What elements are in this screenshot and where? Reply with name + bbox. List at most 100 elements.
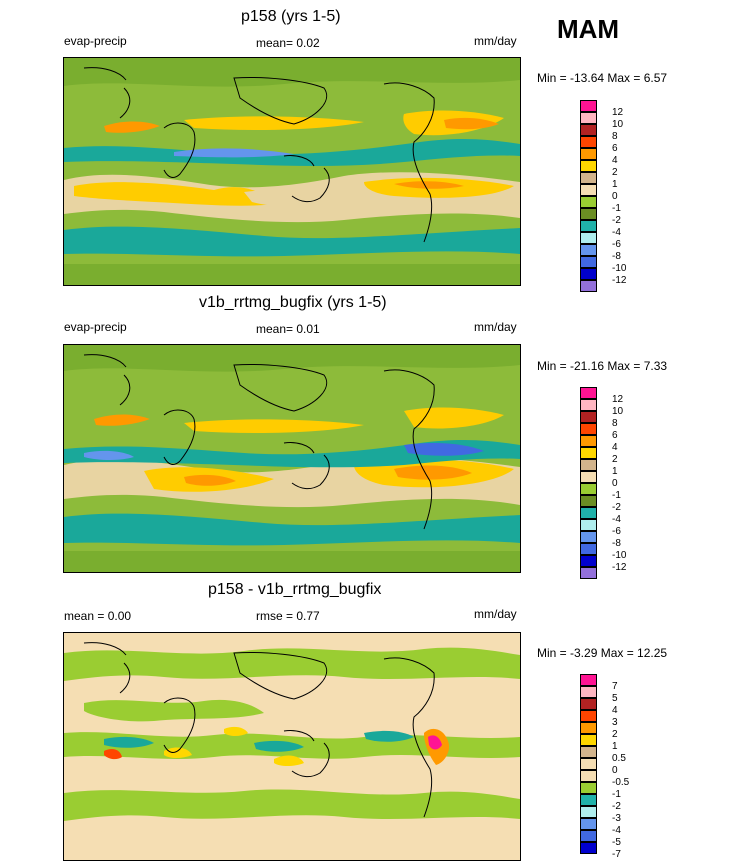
panel-2-legend-swatch [580, 423, 597, 435]
panel-1-legend-swatch [580, 148, 597, 160]
panel-2-legend-label: -4 [612, 514, 621, 525]
panel-3-legend-label: 3 [612, 717, 618, 728]
panel-3-map [63, 632, 521, 861]
panel-2-legend-label: 4 [612, 442, 618, 453]
panel-3-legend-label: 2 [612, 729, 618, 740]
panel-3-legend-label: 5 [612, 693, 618, 704]
panel-3-legend-swatch [580, 842, 597, 854]
panel-2-legend-swatch [580, 399, 597, 411]
panel-3-legend-swatch [580, 806, 597, 818]
panel-3-legend-label: -0.5 [612, 777, 630, 788]
panel-3-legend-swatch [580, 686, 597, 698]
panel-2-legend-swatch [580, 543, 597, 555]
panel-3-legend-swatch [580, 734, 597, 746]
panel-1-legend-label: -10 [612, 263, 627, 274]
panel-2-legend-label: 10 [612, 406, 624, 417]
panel-3-legend-swatch [580, 698, 597, 710]
panel-3-legend-swatch [580, 710, 597, 722]
panel-1-legend-label: 12 [612, 107, 624, 118]
panel-1-variable-label: evap-precip [64, 34, 127, 48]
panel-3-legend-swatch [580, 746, 597, 758]
panel-1-legend-label: 10 [612, 119, 624, 130]
panel-1-legend-swatch [580, 256, 597, 268]
panel-1-map [63, 57, 521, 286]
panel-3-units-label: mm/day [474, 607, 517, 621]
panel-2-units-label: mm/day [474, 320, 517, 334]
panel-1-legend-swatch [580, 208, 597, 220]
panel-3-legend-label: 4 [612, 705, 618, 716]
panel-1-legend-label: 2 [612, 167, 618, 178]
panel-3-legend-swatch [580, 674, 597, 686]
panel-2-legend-swatch [580, 555, 597, 567]
panel-1-legend-swatch [580, 172, 597, 184]
panel-3-legend-swatch [580, 770, 597, 782]
panel-1-mean-label: mean= 0.02 [256, 36, 320, 50]
panel-1-legend-swatch [580, 112, 597, 124]
panel-2-legend-label: -6 [612, 526, 621, 537]
panel-1-legend-swatch [580, 268, 597, 280]
panel-3-legend-swatch [580, 794, 597, 806]
panel-2-map [63, 344, 521, 573]
panel-2-variable-label: evap-precip [64, 320, 127, 334]
panel-2-legend-swatch [580, 459, 597, 471]
panel-3-legend-label: -7 [612, 849, 621, 860]
panel-2-minmax: Min = -21.16 Max = 7.33 [537, 359, 668, 373]
panel-3-legend-swatch [580, 782, 597, 794]
panel-2-legend-swatch [580, 471, 597, 483]
panel-2-legend-label: -8 [612, 538, 621, 549]
panel-3-legend-label: 1 [612, 741, 618, 752]
panel-3-legend-label: -4 [612, 825, 621, 836]
panel-2-mean-label: mean= 0.01 [256, 322, 320, 336]
panel-3-legend-swatch [580, 758, 597, 770]
panel-1-minmax: Min = -13.64 Max = 6.57 [537, 71, 668, 85]
panel-3-rmse-label: rmse = 0.77 [256, 609, 320, 623]
panel-1-legend-label: -2 [612, 215, 621, 226]
panel-1-legend-label: -4 [612, 227, 621, 238]
panel-1-legend-label: -1 [612, 203, 621, 214]
panel-1-legend-label: -12 [612, 275, 627, 286]
panel-2-legend-swatch [580, 411, 597, 423]
panel-2-legend-label: 2 [612, 454, 618, 465]
panel-2-legend-swatch [580, 495, 597, 507]
panel-1-legend-label: 4 [612, 155, 618, 166]
panel-2-legend-swatch [580, 387, 597, 399]
panel-2-legend-label: 8 [612, 418, 618, 429]
panel-3-title: p158 - v1b_rrtmg_bugfix [208, 581, 382, 598]
panel-1-legend-swatch [580, 244, 597, 256]
panel-2-legend-swatch [580, 519, 597, 531]
panel-1-legend-swatch [580, 136, 597, 148]
panel-2-legend-swatch [580, 483, 597, 495]
panel-2-legend-swatch [580, 507, 597, 519]
panel-2-title: v1b_rrtmg_bugfix (yrs 1-5) [199, 294, 387, 311]
panel-2-legend-swatch [580, 531, 597, 543]
panel-3-legend-swatch [580, 830, 597, 842]
panel-3-legend-label: -1 [612, 789, 621, 800]
panel-1-legend-label: -8 [612, 251, 621, 262]
panel-3-minmax: Min = -3.29 Max = 12.25 [537, 646, 668, 660]
panel-2-legend-label: -10 [612, 550, 627, 561]
panel-1-legend-swatch [580, 196, 597, 208]
panel-1-legend-swatch [580, 232, 597, 244]
panel-1-legend-swatch [580, 184, 597, 196]
panel-2-legend-swatch [580, 435, 597, 447]
panel-3-legend-label: 0 [612, 765, 618, 776]
panel-1-legend-swatch [580, 220, 597, 232]
panel-1-units-label: mm/day [474, 34, 517, 48]
panel-1-title: p158 (yrs 1-5) [241, 8, 341, 25]
panel-3-legend-label: -3 [612, 813, 621, 824]
panel-1-legend-label: -6 [612, 239, 621, 250]
panel-3-legend-swatch [580, 722, 597, 734]
panel-2-legend-label: 0 [612, 478, 618, 489]
panel-2-legend-swatch [580, 567, 597, 579]
panel-2-legend-label: 1 [612, 466, 618, 477]
panel-2-legend-label: 12 [612, 394, 624, 405]
panel-3-legend-label: 7 [612, 681, 618, 692]
panel-1-legend-label: 6 [612, 143, 618, 154]
panel-3-legend-swatch [580, 818, 597, 830]
panel-2-legend-label: -2 [612, 502, 621, 513]
panel-2-legend-swatch [580, 447, 597, 459]
panel-1-legend-label: 8 [612, 131, 618, 142]
panel-3-legend-label: 0.5 [612, 753, 626, 764]
panel-1-legend-label: 0 [612, 191, 618, 202]
panel-1-legend-swatch [580, 280, 597, 292]
